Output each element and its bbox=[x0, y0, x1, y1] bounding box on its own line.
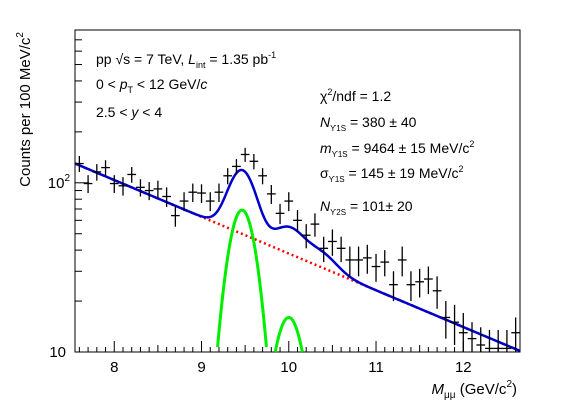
annotation-energy-luminosity: pp √s = 7 TeV, Lint = 1.35 pb-1 bbox=[96, 50, 276, 70]
data-point bbox=[415, 268, 425, 298]
data-point bbox=[118, 177, 128, 196]
data-point bbox=[232, 159, 241, 175]
data-point bbox=[127, 166, 137, 183]
data-point bbox=[266, 185, 276, 204]
data-point bbox=[397, 246, 407, 277]
annotation-pt-range: 0 < pT < 12 GeV/c bbox=[96, 76, 207, 95]
data-point bbox=[441, 301, 451, 339]
data-point bbox=[354, 246, 363, 277]
x-tick-label: 9 bbox=[197, 359, 205, 376]
data-point bbox=[144, 182, 154, 201]
data-point bbox=[170, 205, 180, 227]
data-point bbox=[240, 147, 250, 162]
x-axis-title: Mμμ (GeV/c2) bbox=[432, 379, 517, 401]
annotation-chi2: χ2/ndf = 1.2 bbox=[320, 87, 391, 104]
data-point bbox=[153, 180, 163, 199]
data-point bbox=[485, 329, 494, 352]
data-point bbox=[75, 156, 84, 172]
data-point bbox=[458, 313, 468, 352]
y-tick-labels: 10 102 bbox=[48, 173, 71, 361]
annotation-sigma-upsilon-1s: σϒ1S = 145 ± 19 MeV/c2 bbox=[320, 164, 464, 184]
data-point bbox=[336, 236, 346, 263]
data-point bbox=[223, 168, 233, 185]
data-point bbox=[493, 329, 503, 352]
y-tick-label: 102 bbox=[48, 173, 71, 192]
data-point bbox=[476, 327, 486, 352]
data-point bbox=[109, 175, 119, 194]
data-point bbox=[345, 246, 355, 277]
data-points bbox=[75, 147, 520, 352]
data-point bbox=[214, 183, 224, 203]
annotation-n-upsilon-1s: Nϒ1S = 380 ± 40 bbox=[320, 114, 417, 133]
x-tick-label: 11 bbox=[368, 359, 384, 376]
fit-curves bbox=[74, 162, 521, 353]
data-point bbox=[92, 164, 102, 181]
data-point bbox=[179, 192, 189, 212]
data-point bbox=[328, 229, 337, 256]
data-point bbox=[362, 244, 372, 274]
data-point bbox=[284, 192, 294, 212]
data-point bbox=[205, 192, 215, 212]
data-point bbox=[301, 224, 311, 249]
signal-peak-2 bbox=[273, 315, 304, 353]
annotation-n-upsilon-2s: Nϒ2S = 101± 20 bbox=[320, 198, 413, 217]
x-tick-label: 12 bbox=[455, 359, 472, 376]
data-point bbox=[432, 276, 442, 309]
data-point bbox=[188, 183, 198, 203]
x-tick-label: 8 bbox=[110, 359, 118, 376]
data-point bbox=[371, 253, 381, 282]
x-tick-labels: 8 9 10 11 12 bbox=[110, 359, 472, 376]
data-point bbox=[293, 210, 302, 233]
data-point bbox=[83, 175, 93, 194]
data-point bbox=[249, 153, 259, 170]
data-point bbox=[406, 271, 416, 302]
data-point bbox=[162, 187, 171, 207]
y-tick-label: 10 bbox=[49, 344, 66, 361]
data-point bbox=[310, 213, 320, 237]
x-tick-label: 10 bbox=[280, 359, 297, 376]
data-point bbox=[275, 203, 285, 225]
annotation-mass-upsilon-1s: mϒ1S = 9464 ± 15 MeV/c2 bbox=[320, 139, 474, 159]
signal-peak-1 bbox=[216, 208, 268, 348]
data-point bbox=[197, 184, 206, 203]
data-point bbox=[502, 329, 512, 352]
data-point bbox=[389, 271, 398, 302]
data-point bbox=[258, 168, 267, 185]
y-axis-title: Counts per 100 MeV/c2 bbox=[15, 32, 34, 187]
data-point bbox=[424, 266, 433, 295]
data-point bbox=[467, 322, 477, 352]
data-point bbox=[136, 179, 145, 197]
data-point bbox=[450, 304, 459, 345]
data-point bbox=[319, 236, 329, 263]
data-point bbox=[380, 250, 390, 277]
annotation-rapidity-range: 2.5 < y < 4 bbox=[96, 104, 162, 120]
data-point bbox=[101, 160, 110, 176]
data-point bbox=[511, 317, 520, 352]
